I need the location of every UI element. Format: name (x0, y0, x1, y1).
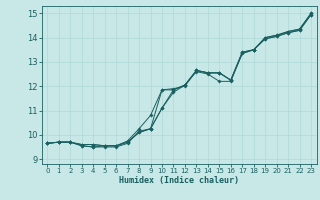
X-axis label: Humidex (Indice chaleur): Humidex (Indice chaleur) (119, 176, 239, 185)
